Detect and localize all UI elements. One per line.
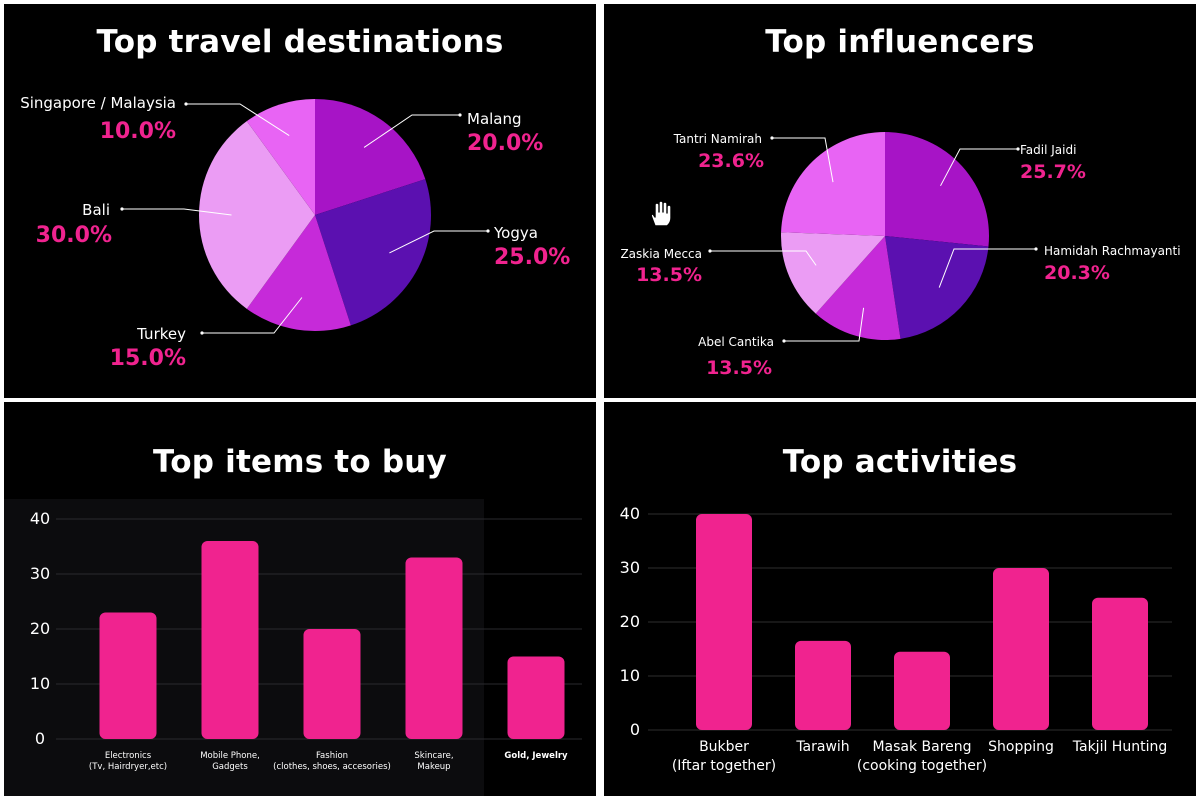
pie-slice-turkey bbox=[246, 215, 351, 331]
bar-chart-top-items: 0 10 20 30 40 Electronics(Tv, Hairdryer,etc) M… bbox=[4, 499, 582, 796]
leader-line bbox=[186, 103, 290, 137]
x-tick-label: Shopping bbox=[988, 739, 1054, 755]
x-tick-label: Tarawih bbox=[795, 739, 849, 755]
leader-line bbox=[363, 114, 460, 148]
leader-dot bbox=[1034, 247, 1038, 251]
hand-cursor-icon bbox=[650, 200, 672, 227]
pie-slice-fadil-jaidi bbox=[885, 132, 989, 247]
pie-label-singapore-malaysia: Singapore / Malaysia bbox=[20, 94, 176, 112]
leader-line bbox=[784, 307, 865, 342]
leader-dot bbox=[184, 102, 188, 106]
y-tick-label: 10 bbox=[30, 674, 50, 693]
chart-title: Top travel destinations bbox=[96, 24, 504, 60]
bar-mobile-phone bbox=[201, 541, 259, 739]
pie-slice-yogya bbox=[315, 179, 431, 326]
panel-top-influencers: Top influencers Fadil Jaidi 25.7% Hamidah … bbox=[604, 4, 1196, 398]
pie-label-zaskia-mecca: Zaskia Mecca bbox=[620, 247, 702, 261]
x-tick-label: Takjil Hunting bbox=[1072, 739, 1167, 755]
x-tick-label: Gadgets bbox=[212, 762, 248, 772]
bar-gold-jewelry bbox=[507, 656, 565, 739]
pie-value-label: 20.3% bbox=[1044, 262, 1110, 284]
leader-line bbox=[772, 137, 834, 183]
leader-dot bbox=[770, 136, 774, 140]
panel-top-items: Top items to buy 0 10 20 30 40 Electronics (Tv… bbox=[4, 402, 596, 796]
bar-chart-top-activities: 0 10 20 30 40 Bukber (Iftar together) Tarawih Ma… bbox=[620, 504, 1172, 774]
pie-value-label: 25.7% bbox=[1020, 161, 1086, 183]
leader-dot bbox=[782, 339, 786, 343]
bar-masak-bareng bbox=[894, 651, 950, 730]
y-tick-label: 10 bbox=[620, 666, 640, 685]
pie-value-label: 13.5% bbox=[636, 264, 702, 286]
pie-chart-top-influencers: Fadil Jaidi 25.7% Hamidah Rachmayanti 20.3%… bbox=[620, 132, 1181, 379]
bar-fashion bbox=[303, 629, 361, 739]
pie-label-abel-cantika: Abel Cantika bbox=[698, 335, 774, 349]
pie-label-turkey: Turkey bbox=[136, 325, 186, 343]
y-tick-label: 0 bbox=[35, 729, 45, 748]
leader-dot bbox=[458, 113, 462, 117]
pie-slice-hamidah-rachmayanti bbox=[885, 236, 989, 339]
bar-bukber bbox=[696, 514, 752, 730]
leader-dot bbox=[1016, 147, 1020, 151]
y-tick-label: 20 bbox=[30, 619, 50, 638]
leader-line bbox=[710, 250, 817, 266]
y-tick-label: 0 bbox=[630, 720, 640, 739]
x-tick-label: Masak Bareng bbox=[872, 739, 971, 755]
x-tick-label: Fashion bbox=[316, 751, 348, 761]
pie-label-fadil-jaidi: Fadil Jaidi bbox=[1020, 143, 1076, 157]
y-tick-label: 30 bbox=[30, 564, 50, 583]
x-tick-label: (Tv, Hairdryer,etc) bbox=[89, 762, 167, 772]
x-tick-label: Skincare, bbox=[414, 751, 453, 761]
chart-title: Top activities bbox=[782, 444, 1018, 480]
pie-slice-bali bbox=[198, 121, 315, 309]
x-tick-label: Electronics bbox=[105, 751, 152, 761]
leader-dot bbox=[708, 249, 712, 253]
x-tick-label: Makeup bbox=[417, 762, 450, 772]
bar-tarawih bbox=[795, 640, 851, 730]
bar-shopping bbox=[993, 568, 1049, 730]
pie-value-label: 25.0% bbox=[494, 245, 570, 270]
pie-label-hamidah-rachmayanti: Hamidah Rachmayanti bbox=[1044, 244, 1181, 258]
bar-takjil-hunting bbox=[1092, 597, 1148, 730]
panel-travel-destinations: Top travel destinations Malang 20.0% Yogya… bbox=[4, 4, 596, 398]
pie-label-bali: Bali bbox=[82, 201, 110, 219]
x-tick-label: (clothes, shoes, accesories) bbox=[273, 762, 391, 772]
x-tick-label: Bukber bbox=[699, 739, 749, 755]
pie-slice-tantri-namirah bbox=[781, 132, 885, 236]
x-tick-label: (Iftar together) bbox=[672, 758, 776, 774]
y-tick-label: 40 bbox=[620, 504, 640, 523]
pie-value-label: 13.5% bbox=[706, 357, 772, 379]
pie-value-label: 20.0% bbox=[467, 131, 543, 156]
x-tick-label: Mobile Phone, bbox=[200, 751, 260, 761]
pie-chart-travel-destinations: Malang 20.0% Yogya 25.0% Turkey 15.0% Bali 30.0… bbox=[20, 94, 570, 371]
pie-value-label: 30.0% bbox=[36, 223, 112, 248]
pie-slice-singapore-malaysia bbox=[246, 99, 315, 215]
bar-skincare bbox=[405, 557, 463, 739]
pie-label-malang: Malang bbox=[467, 110, 522, 128]
bar-electronics bbox=[99, 612, 157, 739]
leader-line bbox=[202, 297, 303, 334]
chart-title: Top items to buy bbox=[153, 444, 447, 480]
x-tick-label: (cooking together) bbox=[857, 758, 987, 774]
leader-dot bbox=[200, 331, 204, 335]
pie-slice-abel-cantika bbox=[815, 236, 901, 341]
pie-label-yogya: Yogya bbox=[493, 224, 538, 242]
leader-dot bbox=[486, 229, 490, 233]
y-tick-label: 40 bbox=[30, 509, 50, 528]
pie-label-tantri-namirah: Tantri Namirah bbox=[673, 132, 762, 146]
y-tick-label: 20 bbox=[620, 612, 640, 631]
pie-value-label: 10.0% bbox=[100, 119, 176, 144]
leader-line bbox=[122, 208, 232, 216]
pie-value-label: 15.0% bbox=[110, 346, 186, 371]
panel-top-activities: Top activities 0 10 20 30 40 Bukber (Iftar tog… bbox=[604, 402, 1196, 796]
leader-line bbox=[940, 148, 1018, 187]
pie-slice-malang bbox=[315, 99, 426, 215]
x-tick-label: Gold, Jewelry bbox=[504, 751, 568, 761]
leader-line bbox=[389, 230, 488, 254]
chart-title: Top influencers bbox=[765, 24, 1035, 60]
pie-value-label: 23.6% bbox=[698, 150, 764, 172]
leader-dot bbox=[120, 207, 124, 211]
leader-line bbox=[938, 248, 1036, 288]
y-tick-label: 30 bbox=[620, 558, 640, 577]
